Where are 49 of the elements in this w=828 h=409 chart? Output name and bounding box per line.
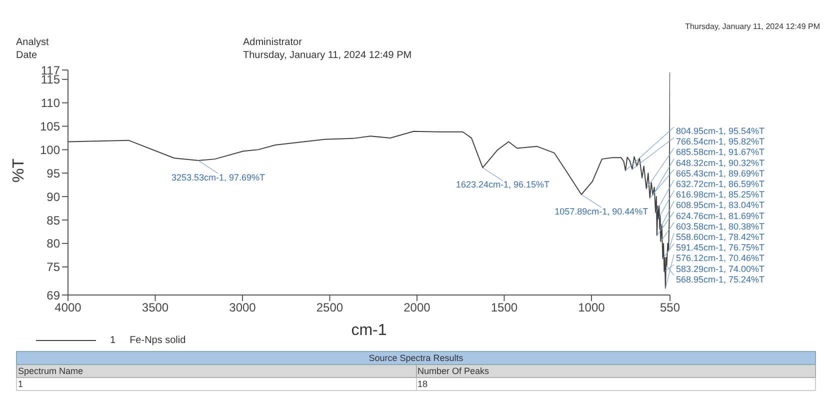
x-tick-label: 3000: [229, 300, 256, 315]
y-tick-label: 75: [46, 260, 60, 274]
annotation: 558.60cm-1, 78.42%T: [676, 232, 766, 242]
annotation: 766.54cm-1, 95.82%T: [676, 136, 766, 147]
text: 1: [110, 335, 116, 346]
text: Fe-Nps solid: [130, 335, 186, 346]
y-tick-label: 95: [46, 166, 60, 180]
annotation: 583.29cm-1, 74.00%T: [676, 264, 766, 274]
annotation: 591.45cm-1, 76.75%T: [676, 242, 766, 253]
source-note: Source Spectra Results: [16, 352, 816, 364]
annotation: 624.76cm-1, 81.69%T: [676, 210, 766, 221]
x-tick-label: 2500: [316, 300, 344, 315]
annotation: 616.98cm-1, 85.25%T: [676, 190, 766, 200]
text: Date: [16, 50, 38, 61]
text: Administrator: [243, 37, 302, 48]
annotation: 1623.24cm-1, 96.15%T: [456, 180, 550, 190]
x-tick-label: 1000: [578, 300, 606, 315]
y-tick-label: 80: [46, 236, 60, 251]
x-tick-label: 3500: [142, 300, 169, 315]
annotation: 3253.53cm-1, 97.69%T: [171, 172, 266, 183]
annotation: 648.32cm-1, 90.32%T: [676, 158, 766, 168]
annotation: 568.95cm-1, 75.24%T: [676, 274, 766, 284]
text: Spectrum Name: [16, 364, 416, 378]
text: 1: [16, 378, 416, 390]
text: Thursday, January 11, 2024 12:49 PM: [243, 50, 412, 61]
x-tick-label: 1500: [490, 300, 518, 315]
annotation: 685.58cm-1, 91.67%T: [676, 147, 766, 158]
y-tick-label: 105: [40, 120, 60, 134]
y-axis-title: %T: [10, 158, 28, 182]
x-tick-label: 2000: [404, 300, 431, 315]
annotation: 608.95cm-1, 83.04%T: [676, 200, 766, 210]
y-tick-label: 100: [40, 142, 60, 157]
x-tick-label: 4000: [54, 300, 82, 315]
y-tick-label: 110: [40, 96, 60, 110]
annotation: 576.12cm-1, 70.46%T: [676, 253, 766, 264]
annotation: 1057.89cm-1, 90.44%T: [554, 206, 649, 216]
y-tick-label: 90: [46, 190, 60, 204]
text: Analyst: [16, 37, 49, 48]
y-tick-label: 69: [46, 288, 60, 302]
y-tick-label: 85: [46, 213, 60, 228]
text: Thursday, January 11, 2024 12:49 PM: [685, 22, 820, 31]
annotation: 804.95cm-1, 95.54%T: [676, 126, 766, 136]
text: 18: [416, 378, 816, 390]
annotation: 632.72cm-1, 86.59%T: [676, 179, 766, 189]
x-tick-label: 550: [660, 300, 680, 315]
annotation: 665.43cm-1, 89.69%T: [676, 168, 766, 178]
annotation: 603.58cm-1, 80.38%T: [676, 221, 766, 232]
x-axis-title: cm-1: [351, 322, 387, 339]
text: Number Of Peaks: [416, 364, 816, 378]
